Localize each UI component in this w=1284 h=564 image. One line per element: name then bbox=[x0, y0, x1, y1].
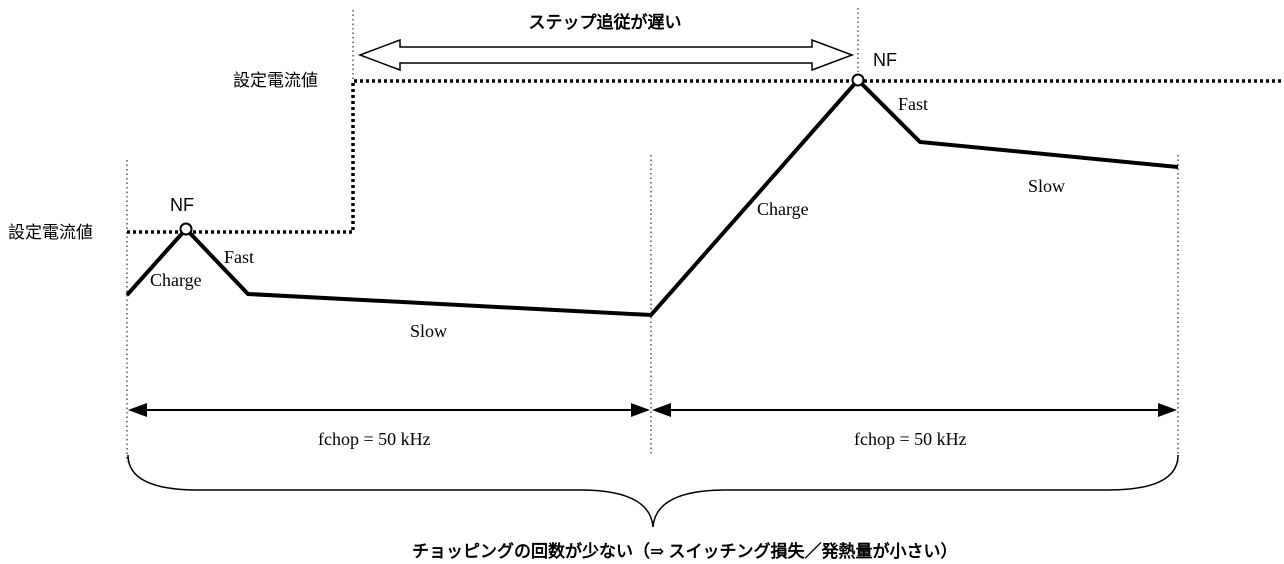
grouping-brace bbox=[127, 454, 1179, 528]
fast-label-left: Fast bbox=[224, 247, 254, 267]
fchop-label-left: fchop = 50 kHz bbox=[318, 429, 431, 449]
arrowhead-right-end bbox=[1158, 403, 1177, 417]
slow-label-right: Slow bbox=[1028, 176, 1065, 196]
slow-label-left: Slow bbox=[410, 321, 447, 341]
nf-point-left bbox=[179, 222, 193, 236]
current-waveform bbox=[125, 77, 1179, 318]
fchop-dimension-left bbox=[128, 403, 650, 417]
period-boundaries bbox=[126, 8, 1179, 462]
arrowhead-left-end bbox=[631, 403, 650, 417]
charge-label-right: Charge bbox=[757, 199, 809, 219]
step-follow-arrow bbox=[357, 38, 855, 72]
nf-label-left: NF bbox=[170, 195, 194, 215]
nf-label-right: NF bbox=[873, 50, 897, 70]
setpoint-reference-line bbox=[127, 79, 1284, 234]
fchop-dimension-right bbox=[652, 403, 1177, 417]
setpoint-label-top: 設定電流値 bbox=[233, 71, 318, 90]
arrowhead-left-start bbox=[128, 403, 147, 417]
step-follow-label: ステップ追従が遅い bbox=[529, 12, 682, 32]
arrowhead-right-start bbox=[652, 403, 671, 417]
charge-label-left: Charge bbox=[150, 270, 202, 290]
fchop-label-right: fchop = 50 kHz bbox=[854, 429, 967, 449]
setpoint-label-left: 設定電流値 bbox=[8, 223, 93, 242]
nf-point-right bbox=[851, 73, 865, 87]
footer-note: チョッピングの回数が少ない（⇒ スイッチング損失／発熱量が小さい） bbox=[412, 541, 958, 561]
fast-label-right: Fast bbox=[898, 94, 928, 114]
